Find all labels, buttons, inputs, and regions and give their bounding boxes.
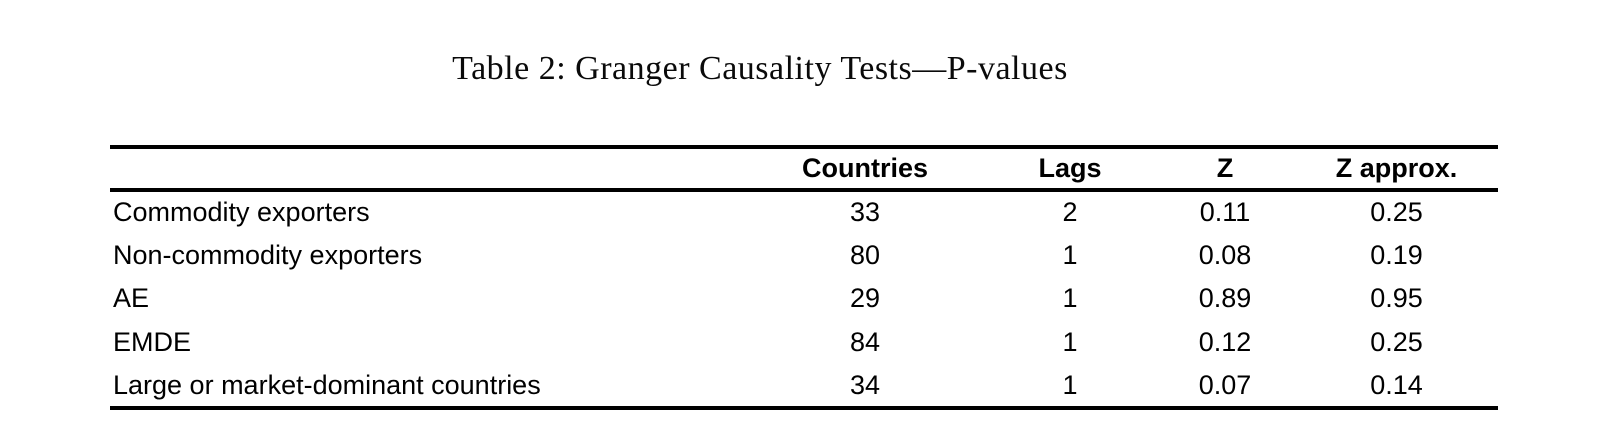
- cell-z-approx: 0.19: [1370, 239, 1423, 270]
- cell-countries: 29: [849, 283, 881, 314]
- header-cell-lags: Lags: [1038, 153, 1102, 183]
- header-cell-countries: Countries: [801, 153, 928, 183]
- cell-lags: 1: [1062, 239, 1078, 270]
- row-label: AE: [113, 283, 150, 314]
- cell-lags: 1: [1062, 327, 1078, 358]
- table-caption: Table 2: Granger Causality Tests—P-value…: [452, 50, 1068, 87]
- cell-z-approx: 0.25: [1370, 197, 1423, 228]
- table-row: Commodity exporters 33 2 0.11 0.25: [110, 190, 1498, 234]
- cell-z: 0.07: [1198, 369, 1252, 400]
- table-row: Non-commodity exporters 80 1 0.08 0.19: [110, 234, 1498, 278]
- header-cell-z-approx: Z approx.: [1335, 153, 1458, 183]
- row-label: Non-commodity exporters: [113, 239, 423, 270]
- cell-lags: 1: [1062, 369, 1078, 400]
- cell-lags: 1: [1062, 283, 1078, 314]
- granger-causality-table: Countries Lags Z Z approx. Commodity exp…: [110, 145, 1498, 410]
- cell-z: 0.11: [1199, 197, 1251, 228]
- cell-z: 0.12: [1198, 327, 1252, 358]
- cell-z-approx: 0.14: [1370, 369, 1423, 400]
- row-label: Large or market-dominant countries: [113, 369, 541, 400]
- header-cell-group: [110, 147, 745, 190]
- cell-countries: 33: [849, 197, 881, 228]
- header-row: Countries Lags Z Z approx.: [110, 147, 1498, 190]
- cell-countries: 80: [849, 239, 881, 270]
- cell-countries: 84: [849, 327, 881, 358]
- cell-z-approx: 0.25: [1370, 327, 1423, 358]
- row-label: EMDE: [113, 327, 192, 358]
- cell-lags: 2: [1062, 197, 1078, 228]
- table-row: Large or market-dominant countries 34 1 …: [110, 364, 1498, 408]
- cell-countries: 34: [849, 369, 881, 400]
- row-label: Commodity exporters: [113, 197, 370, 228]
- table-row: EMDE 84 1 0.12 0.25: [110, 321, 1498, 365]
- cell-z-approx: 0.95: [1370, 283, 1423, 314]
- cell-z: 0.89: [1198, 283, 1252, 314]
- header-cell-z: Z: [1216, 153, 1234, 183]
- table-row: AE 29 1 0.89 0.95: [110, 277, 1498, 321]
- cell-z: 0.08: [1198, 239, 1252, 270]
